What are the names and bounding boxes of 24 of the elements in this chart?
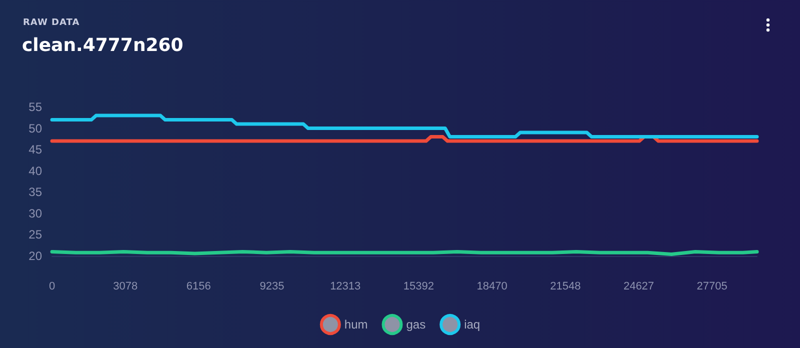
- x-tick-label: 6156: [186, 280, 211, 292]
- legend-label: iaq: [464, 318, 480, 332]
- x-tick-label: 18470: [476, 280, 508, 292]
- x-tick-label: 0: [48, 280, 56, 292]
- x-tick-label: 9235: [260, 280, 284, 292]
- x-tick-label: 3078: [113, 280, 138, 292]
- y-tick-label: 50: [28, 121, 42, 136]
- y-tick-label: 20: [28, 249, 42, 263]
- y-tick-label: 45: [28, 142, 42, 157]
- x-tick-label: 27705: [696, 280, 728, 292]
- legend-label: gas: [406, 318, 426, 332]
- y-tick-label: 55: [28, 100, 42, 114]
- chart-title: clean.4777n260: [22, 35, 184, 56]
- x-tick-label: 12313: [330, 280, 361, 292]
- y-tick-label: 40: [28, 164, 42, 178]
- line-series: [50, 114, 759, 139]
- x-tick-label: 15392: [403, 280, 434, 292]
- y-tick-label: 30: [28, 206, 42, 220]
- x-tick-label: 21548: [550, 280, 581, 292]
- legend-label: hum: [344, 318, 368, 332]
- y-tick-label: 25: [28, 228, 42, 242]
- chart-subtitle: RAW DATA: [23, 18, 80, 28]
- y-tick-label: 35: [28, 185, 42, 200]
- x-tick-label: 24627: [623, 280, 654, 292]
